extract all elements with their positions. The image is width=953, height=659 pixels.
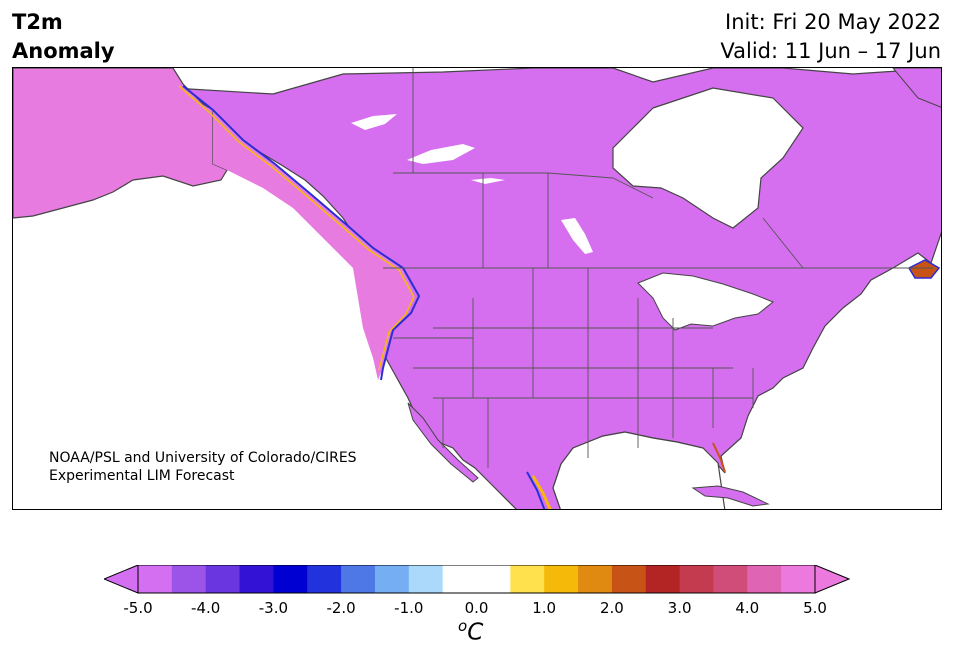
colorbar-tick-label: -4.0 (191, 599, 221, 617)
colorbar-tick-label: 0.0 (464, 599, 489, 617)
great-bear-lake (351, 114, 397, 130)
anomaly-map (12, 67, 942, 510)
colorbar-cell (578, 565, 613, 593)
colorbar (104, 565, 850, 594)
colorbar-cell (408, 565, 444, 593)
forecast-dates: Init: Fri 20 May 2022 Valid: 11 Jun – 17… (720, 8, 941, 66)
colorbar-cells (138, 565, 816, 593)
colorbar-cell (510, 565, 545, 593)
coast-warm-strip (213, 108, 415, 380)
init-date: Init: Fri 20 May 2022 (725, 10, 941, 34)
credit-line-2: Experimental LIM Forecast (49, 468, 235, 484)
colorbar-cell (544, 565, 579, 593)
great-lakes (637, 272, 774, 331)
credit-text: NOAA/PSL and University of Colorado/CIRE… (49, 449, 357, 485)
mexico-warm-edge (531, 475, 552, 509)
colorbar-cell (273, 565, 308, 593)
colorbar-cell (679, 565, 714, 593)
florida-warm-edge (712, 442, 726, 473)
valid-range: Valid: 11 Jun – 17 Jun (720, 39, 941, 63)
anomaly-gradient-west-warm (178, 85, 415, 371)
colorbar-tick-label: 4.0 (735, 599, 760, 617)
hudson-bay (612, 87, 804, 229)
mexico-cold-edge (526, 471, 546, 509)
colorbar-cell (307, 565, 342, 593)
colorbar-cell (341, 565, 376, 593)
colorbar-tick-label: -1.0 (394, 599, 424, 617)
colorbar-cell (645, 565, 681, 593)
cuba (691, 485, 770, 507)
credit-line-1: NOAA/PSL and University of Colorado/CIRE… (49, 450, 357, 466)
colorbar-cell (611, 565, 647, 593)
colorbar-outline (137, 565, 816, 594)
colorbar-cell (239, 565, 274, 593)
colorbar-cell (781, 565, 816, 593)
political-borders (383, 68, 933, 468)
colorbar-tick-label: 3.0 (667, 599, 692, 617)
newfoundland-warm-spot (907, 259, 941, 279)
map-canvas (13, 68, 941, 509)
colorbar-cell (171, 565, 207, 593)
colorbar-cell (747, 565, 782, 593)
lake-winnipeg (561, 218, 593, 254)
colorbar-cell (374, 565, 410, 593)
map-title: T2m Anomaly (12, 8, 115, 66)
colorbar-tick-label: 2.0 (599, 599, 624, 617)
gulf-of-mexico (552, 431, 726, 509)
colorbar-tick-label: 5.0 (803, 599, 827, 617)
colorbar-tick-label: -5.0 (123, 599, 153, 617)
unit-celsius: C (467, 619, 484, 646)
colorbar-tick-label: -3.0 (258, 599, 289, 617)
colorbar-cell (713, 565, 748, 593)
anomaly-gradient-west (182, 85, 421, 381)
colorbar-right-extend (814, 565, 850, 594)
colorbar-unit: oC (458, 617, 483, 646)
colorbar-cell (138, 565, 173, 593)
title-type: Anomaly (12, 39, 115, 63)
colorbar-cell (476, 565, 511, 593)
baja-california (407, 402, 479, 483)
unit-degree: o (458, 617, 468, 635)
colorbar-left-extend (104, 565, 139, 594)
title-variable: T2m (12, 10, 63, 34)
colorbar-cell (442, 565, 477, 593)
athabasca-lake (471, 178, 505, 184)
land-mainland (172, 68, 941, 509)
colorbar-tick-label: -2.0 (326, 599, 356, 617)
colorbar-tick-label: 1.0 (532, 599, 557, 617)
great-slave-lake (407, 144, 475, 164)
colorbar-cell (205, 565, 241, 593)
greenland-edge (892, 68, 941, 108)
